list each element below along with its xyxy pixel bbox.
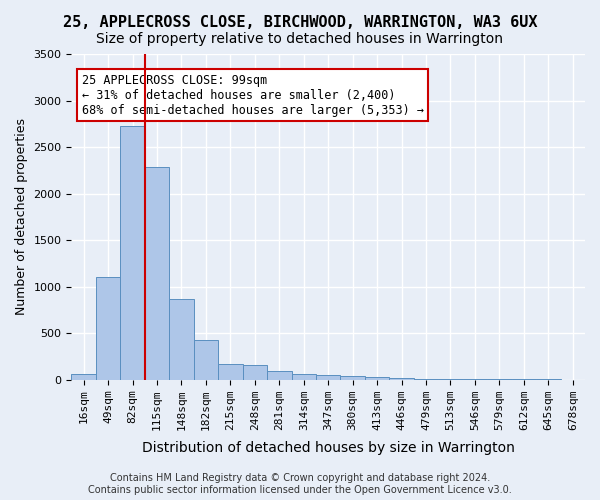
- Bar: [194, 340, 218, 380]
- Text: Size of property relative to detached houses in Warrington: Size of property relative to detached ho…: [97, 32, 503, 46]
- Text: 25 APPLECROSS CLOSE: 99sqm
← 31% of detached houses are smaller (2,400)
68% of s: 25 APPLECROSS CLOSE: 99sqm ← 31% of deta…: [82, 74, 424, 116]
- Bar: [96, 278, 121, 380]
- Bar: [316, 374, 340, 380]
- Bar: [145, 166, 169, 380]
- Bar: [365, 378, 389, 380]
- Bar: [218, 364, 242, 380]
- Bar: [292, 374, 316, 380]
- Bar: [71, 374, 96, 380]
- Text: 25, APPLECROSS CLOSE, BIRCHWOOD, WARRINGTON, WA3 6UX: 25, APPLECROSS CLOSE, BIRCHWOOD, WARRING…: [63, 15, 537, 30]
- Text: Contains HM Land Registry data © Crown copyright and database right 2024.
Contai: Contains HM Land Registry data © Crown c…: [88, 474, 512, 495]
- Bar: [169, 298, 194, 380]
- Bar: [389, 378, 414, 380]
- Bar: [242, 365, 267, 380]
- Y-axis label: Number of detached properties: Number of detached properties: [15, 118, 28, 316]
- Bar: [340, 376, 365, 380]
- X-axis label: Distribution of detached houses by size in Warrington: Distribution of detached houses by size …: [142, 441, 515, 455]
- Bar: [121, 126, 145, 380]
- Bar: [414, 378, 438, 380]
- Bar: [267, 371, 292, 380]
